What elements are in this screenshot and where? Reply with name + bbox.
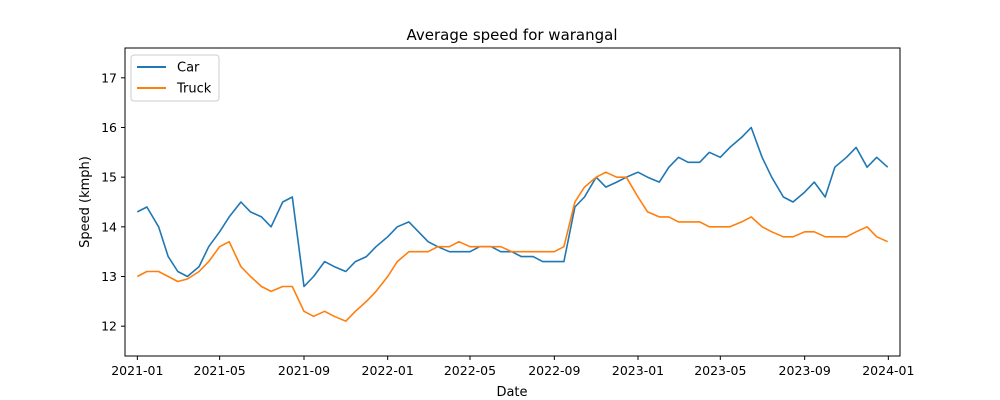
y-tick-label: 14 (101, 219, 117, 234)
y-tick-label: 16 (101, 120, 117, 135)
x-tick-label: 2023-05 (694, 363, 746, 378)
y-tick-label: 13 (101, 269, 117, 284)
x-tick-label: 2023-01 (612, 363, 664, 378)
legend-label-truck: Truck (176, 82, 212, 97)
x-axis-title: Date (496, 385, 527, 400)
x-tick-label: 2022-01 (362, 363, 414, 378)
series-line-truck (136, 171, 889, 323)
y-tick-label: 17 (101, 70, 117, 85)
x-tick-label: 2021-09 (278, 363, 330, 378)
x-tick-label: 2021-01 (111, 363, 163, 378)
x-tick-label: 2021-05 (194, 363, 246, 378)
y-axis-title: Speed (kmph) (78, 156, 93, 248)
x-axis: 2021-01 2021-05 2021-09 2022-01 2022-05 2022-… (111, 356, 914, 378)
legend: Car Truck (130, 54, 220, 102)
legend-label-car: Car (177, 61, 200, 76)
series-layer (136, 126, 889, 323)
y-tick-label: 15 (101, 170, 117, 185)
series-line-car (136, 126, 889, 288)
x-tick-label: 2023-09 (779, 363, 831, 378)
x-tick-label: 2022-09 (528, 363, 580, 378)
x-tick-label: 2024-01 (862, 363, 914, 378)
y-axis: 12 13 14 15 16 17 (101, 70, 125, 334)
chart-title: Average speed for warangal (406, 26, 617, 44)
y-tick-label: 12 (101, 319, 117, 334)
x-tick-label: 2022-05 (444, 363, 496, 378)
plot-frame (124, 47, 901, 357)
